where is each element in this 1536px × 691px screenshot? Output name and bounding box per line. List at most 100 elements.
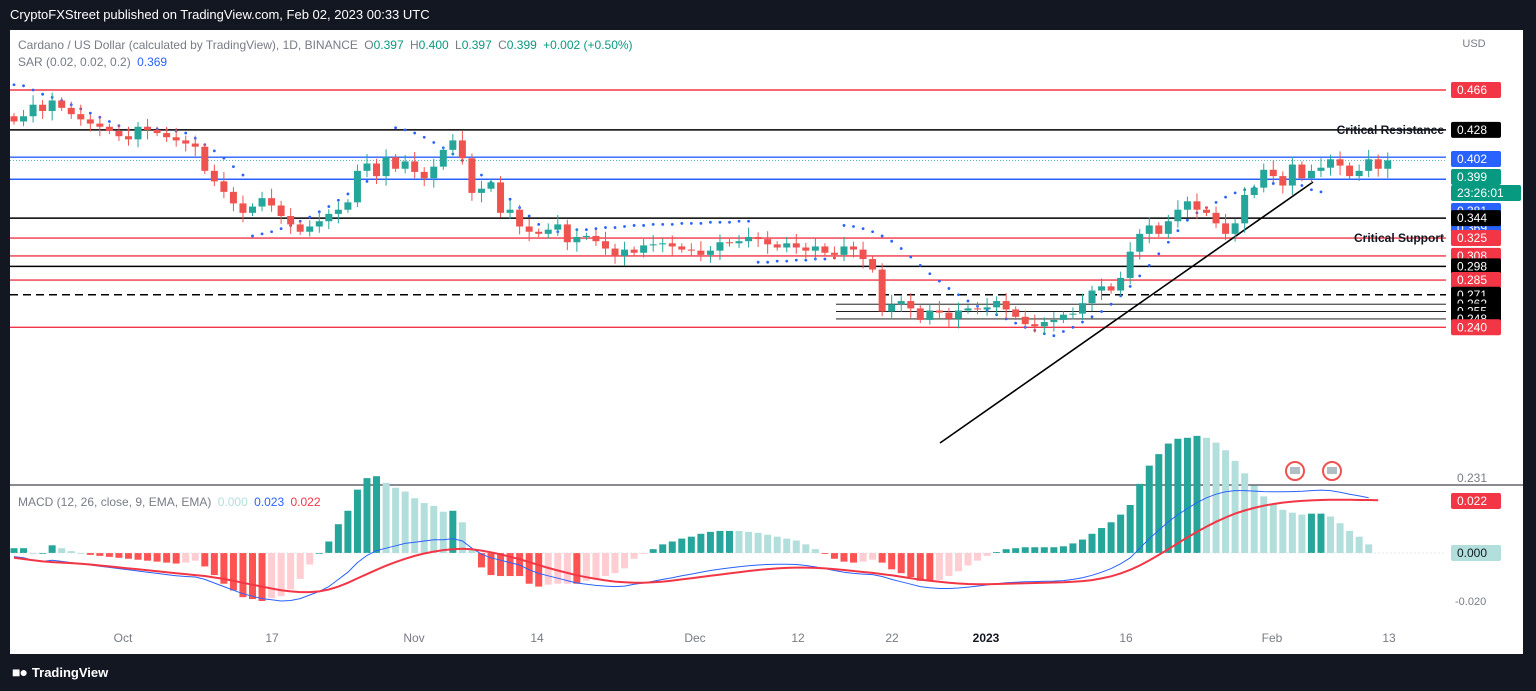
sar-dot bbox=[1214, 200, 1218, 204]
macd-pane bbox=[10, 435, 1446, 602]
price-badge-bg bbox=[1451, 258, 1501, 275]
macd-hist-bar bbox=[1040, 547, 1048, 553]
candle-body bbox=[840, 246, 848, 255]
macd-hist-bar bbox=[945, 553, 953, 577]
macd-hist-bar bbox=[888, 553, 896, 570]
macd-hist-bar bbox=[869, 553, 877, 560]
sar-dot bbox=[756, 260, 760, 264]
sar-dot bbox=[918, 263, 922, 267]
x-tick-label: 22 bbox=[885, 631, 899, 645]
time-axis[interactable]: Oct 17 Nov 14 Dec 12 22 2023 16 Feb 13 bbox=[114, 631, 1396, 645]
macd-hist-bar bbox=[306, 553, 314, 565]
x-tick-label: Feb bbox=[1262, 631, 1283, 645]
candle-body bbox=[1327, 159, 1335, 168]
candle-body bbox=[573, 237, 581, 243]
close-value: 0.399 bbox=[506, 38, 537, 52]
macd-hist-bar bbox=[974, 553, 982, 561]
macd-hist-bar bbox=[239, 553, 247, 598]
flag-stripes bbox=[1290, 467, 1300, 474]
sar-dot bbox=[1147, 263, 1151, 267]
macd-hist-bar bbox=[678, 538, 686, 553]
chart-svg[interactable]: Critical Resistance Critical Support Oct 1… bbox=[10, 30, 1523, 654]
candle-body bbox=[401, 161, 409, 169]
candle-body bbox=[916, 308, 924, 320]
sar-dot bbox=[604, 226, 607, 229]
flag-stripes bbox=[1327, 467, 1337, 474]
ascending-trendline bbox=[939, 181, 1314, 444]
candle-body bbox=[1193, 201, 1201, 210]
candle-body bbox=[964, 308, 972, 311]
price-badge-label: 0.285 bbox=[1457, 273, 1487, 287]
sar-dot bbox=[861, 227, 865, 231]
candle-body bbox=[687, 249, 695, 251]
sar-dot bbox=[260, 232, 264, 236]
price-badge-label: 0.231 bbox=[1457, 471, 1487, 485]
price-scale[interactable]: USD0.4660.4280.4020.39923:26:010.3810.36… bbox=[1451, 38, 1521, 608]
macd-hist-bar bbox=[1260, 496, 1268, 553]
candle-body bbox=[563, 224, 571, 243]
candle-body bbox=[907, 301, 915, 309]
sar-dot bbox=[1157, 252, 1161, 256]
chart-area[interactable]: Critical Resistance Critical Support Oct 1… bbox=[10, 30, 1523, 654]
sar-dot bbox=[852, 225, 855, 228]
sar-dot bbox=[747, 219, 750, 223]
sar-dot bbox=[966, 299, 970, 303]
macd-hist-bar bbox=[506, 553, 514, 577]
sar-dot bbox=[1014, 321, 1018, 325]
macd-hist-bar bbox=[1365, 544, 1373, 553]
macd-hist-bar bbox=[535, 553, 543, 587]
candle-body bbox=[1031, 324, 1039, 327]
macd-hist-bar bbox=[382, 482, 390, 553]
critical-support-label: Critical Support bbox=[1354, 231, 1444, 245]
macd-hist-bar bbox=[1012, 548, 1020, 553]
candle-body bbox=[1241, 195, 1249, 224]
sar-dot bbox=[1052, 334, 1056, 338]
sar-dot bbox=[1071, 325, 1075, 329]
macd-hist-bar bbox=[983, 553, 991, 556]
candle-body bbox=[430, 166, 438, 179]
candle-body bbox=[1269, 169, 1277, 177]
candle-body bbox=[29, 104, 37, 117]
price-badge-bg bbox=[1451, 185, 1521, 201]
macd-hist-bar bbox=[268, 553, 276, 599]
macd-hist-bar bbox=[573, 553, 581, 584]
candle-body bbox=[1374, 159, 1382, 169]
macd-hist-bar bbox=[439, 511, 447, 553]
sar-dot bbox=[422, 135, 426, 139]
candle-body bbox=[124, 136, 132, 140]
price-badge-label: 0.298 bbox=[1457, 259, 1487, 273]
x-tick-label: 14 bbox=[530, 631, 544, 645]
macd-hist-bar bbox=[1002, 549, 1010, 553]
price-badge-label: 0.428 bbox=[1457, 123, 1487, 137]
macd-hist-bar bbox=[1346, 530, 1354, 553]
sar-dot bbox=[346, 192, 350, 196]
sar-dot bbox=[680, 221, 684, 225]
price-badge-label: 23:26:01 bbox=[1457, 186, 1504, 200]
open-value: 0.397 bbox=[373, 38, 404, 52]
candle-body bbox=[497, 182, 505, 213]
macd-hist-bar bbox=[1145, 465, 1153, 553]
sar-dot bbox=[880, 234, 884, 238]
candle-body bbox=[249, 206, 256, 213]
macd-legend: MACD (12, 26, close, 9, EMA, EMA) 0.000 … bbox=[18, 495, 324, 509]
sar-dot bbox=[41, 92, 45, 96]
candle-body bbox=[1212, 212, 1220, 224]
macd-hist-bar bbox=[726, 530, 733, 553]
price-badge-bg bbox=[1451, 272, 1501, 289]
macd-hist-bar bbox=[1222, 450, 1230, 553]
candle-body bbox=[1288, 164, 1296, 186]
macd-hist-bar bbox=[1298, 514, 1306, 553]
x-tick-label: Dec bbox=[684, 631, 705, 645]
macd-hist-bar bbox=[1231, 460, 1239, 553]
sar-dot bbox=[947, 287, 951, 290]
macd-hist-bar bbox=[993, 552, 1001, 553]
change-value: +0.002 (+0.50%) bbox=[543, 38, 633, 52]
macd-hist-bar bbox=[363, 478, 371, 553]
candle-body bbox=[935, 310, 943, 313]
tradingview-logo[interactable]: ■● TradingView bbox=[12, 664, 108, 680]
macd-hist-bar bbox=[630, 553, 638, 559]
candle-body bbox=[449, 140, 457, 150]
candle-body bbox=[1260, 169, 1268, 188]
sar-dot bbox=[222, 156, 226, 160]
sar-dot bbox=[1128, 284, 1132, 288]
